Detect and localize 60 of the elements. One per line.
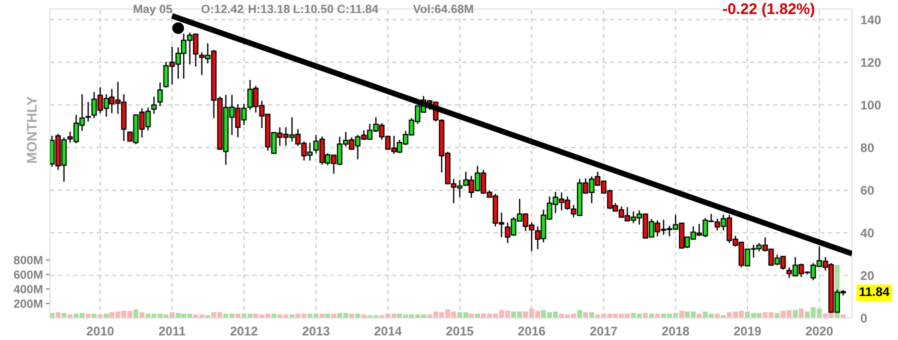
- bar: [798, 308, 804, 318]
- x-tick-label: 2016: [518, 326, 546, 336]
- bar: [654, 314, 660, 318]
- y-tick-label: 80: [860, 143, 874, 152]
- bar: [577, 310, 582, 318]
- bar: [583, 312, 588, 318]
- y2-tick-label: 400M: [14, 285, 42, 294]
- y2-tick-label: 800M: [14, 256, 42, 264]
- candlestick: [157, 82, 163, 107]
- bar: [589, 312, 594, 318]
- bar: [271, 314, 276, 318]
- annotation: L:10.50: [294, 4, 334, 14]
- bar: [774, 312, 780, 318]
- annotation: May 05: [134, 4, 172, 16]
- x-tick-label: 2020: [806, 326, 833, 336]
- x-tick-label: 2014: [374, 326, 402, 336]
- x-tick-label: 2018: [662, 326, 690, 336]
- x-tick-label: 2015: [446, 326, 474, 336]
- y-tick-label: 20: [860, 271, 874, 280]
- bar: [133, 309, 138, 318]
- bar: [56, 312, 61, 318]
- y-tick-label: 40: [860, 228, 874, 238]
- y2-tick-label: 200M: [14, 300, 42, 308]
- bar: [139, 312, 144, 318]
- x-tick-label: 2019: [734, 326, 761, 336]
- bar: [649, 314, 654, 318]
- bar: [642, 312, 648, 318]
- y-tick-label: 0: [860, 314, 867, 323]
- annotation: O:12.42: [201, 4, 244, 14]
- bar: [468, 314, 474, 318]
- annotation: H:13.18: [248, 4, 290, 14]
- bar: [714, 314, 720, 318]
- y2-tick-label: 600M: [14, 270, 42, 279]
- bar: [349, 314, 354, 318]
- x-tick-label: 2012: [230, 326, 258, 336]
- bar: [696, 314, 702, 318]
- bar: [792, 310, 798, 318]
- bar: [475, 314, 480, 318]
- x-tick-label: 2010: [86, 326, 114, 336]
- candlestick: [151, 96, 157, 114]
- bar: [62, 312, 66, 318]
- y-tick-label: 60: [860, 186, 874, 195]
- annotation: -0.22 (1.82%): [723, 2, 814, 18]
- y-tick-label: 140: [861, 15, 881, 24]
- text: 11.84: [860, 287, 890, 296]
- bar: [320, 314, 325, 318]
- bar: [235, 314, 240, 318]
- x-tick-label: 2017: [590, 326, 618, 336]
- bar: [104, 314, 109, 318]
- x-tick-label: 2013: [302, 326, 330, 336]
- text: MONTHLY: [26, 96, 37, 163]
- bar: [325, 314, 330, 318]
- annotation: Vol:64.68M: [413, 4, 474, 14]
- bar: [92, 314, 97, 318]
- bar: [86, 314, 91, 318]
- annotation: C:11.84: [337, 4, 378, 14]
- x-tick-label: 2011: [158, 326, 186, 336]
- y-tick-label: 120: [861, 58, 881, 67]
- bar: [679, 310, 684, 318]
- y-tick-label: 100: [861, 100, 881, 110]
